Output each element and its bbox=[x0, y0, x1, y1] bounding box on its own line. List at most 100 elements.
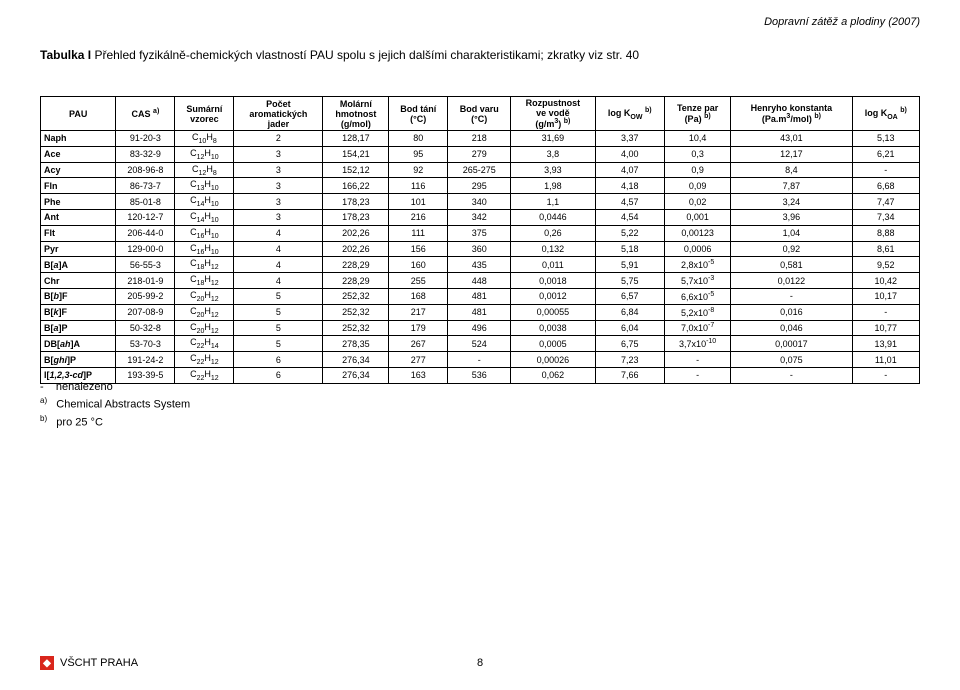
table-cell: 0,0018 bbox=[511, 273, 595, 289]
table-cell: 3,37 bbox=[595, 131, 664, 147]
table-cell: 13,91 bbox=[852, 336, 919, 352]
table-cell: 5,2x10-8 bbox=[665, 304, 731, 320]
table-cell: 3 bbox=[234, 146, 323, 162]
col-vzorec: Sumárnívzorec bbox=[175, 97, 234, 131]
table-cell: 252,32 bbox=[323, 320, 389, 336]
table-cell: 152,12 bbox=[323, 162, 389, 178]
table-cell: 0,011 bbox=[511, 257, 595, 273]
table-cell: 5 bbox=[234, 288, 323, 304]
table-cell: 4,07 bbox=[595, 162, 664, 178]
table-cell: 340 bbox=[448, 194, 511, 210]
footer-label: VŠCHT PRAHA bbox=[60, 657, 138, 669]
table-cell: Ant bbox=[41, 209, 116, 225]
footer-logo-icon: ◆ bbox=[40, 656, 54, 670]
table-cell: 255 bbox=[389, 273, 448, 289]
table-title: Tabulka I Přehled fyzikálně-chemických v… bbox=[40, 48, 920, 64]
header-right-text: Dopravní zátěž a plodiny (2007) bbox=[764, 16, 920, 28]
table-cell: 166,22 bbox=[323, 178, 389, 194]
table-cell: B[ghi]P bbox=[41, 352, 116, 368]
table-cell: 4 bbox=[234, 273, 323, 289]
data-table: PAU CAS a) Sumárnívzorec Početaromatický… bbox=[40, 96, 920, 384]
table-cell: C10H8 bbox=[175, 131, 234, 147]
page-footer: ◆ VŠCHT PRAHA 8 bbox=[40, 656, 920, 670]
table-cell: 202,26 bbox=[323, 241, 389, 257]
table-cell: C16H10 bbox=[175, 241, 234, 257]
table-cell: 8,61 bbox=[852, 241, 919, 257]
table-cell: 3 bbox=[234, 194, 323, 210]
table-cell: C12H10 bbox=[175, 146, 234, 162]
table-cell: 279 bbox=[448, 146, 511, 162]
table-row: Pyr129-00-0C16H104202,261563600,1325,180… bbox=[41, 241, 920, 257]
table-body: Naph91-20-3C10H82128,178021831,693,3710,… bbox=[41, 131, 920, 384]
table-cell: 1,98 bbox=[511, 178, 595, 194]
table-cell: 524 bbox=[448, 336, 511, 352]
table-cell: 4 bbox=[234, 225, 323, 241]
table-cell: - bbox=[731, 288, 852, 304]
table-row: B[a]A56-55-3C18H124228,291604350,0115,91… bbox=[41, 257, 920, 273]
table-cell: 163 bbox=[389, 367, 448, 383]
table-cell: 111 bbox=[389, 225, 448, 241]
table-cell: 252,32 bbox=[323, 304, 389, 320]
table-cell: Flt bbox=[41, 225, 116, 241]
table-cell: 6,6x10-5 bbox=[665, 288, 731, 304]
table-cell: 0,02 bbox=[665, 194, 731, 210]
table-cell: 267 bbox=[389, 336, 448, 352]
table-cell: 91-20-3 bbox=[116, 131, 175, 147]
table-cell: 5,75 bbox=[595, 273, 664, 289]
table-cell: 120-12-7 bbox=[116, 209, 175, 225]
table-cell: 276,34 bbox=[323, 367, 389, 383]
table-cell: 0,0038 bbox=[511, 320, 595, 336]
table-cell: 0,09 bbox=[665, 178, 731, 194]
table-cell: C12H8 bbox=[175, 162, 234, 178]
col-varu: Bod varu(°C) bbox=[448, 97, 511, 131]
table-cell: 191-24-2 bbox=[116, 352, 175, 368]
table-cell: C20H12 bbox=[175, 304, 234, 320]
table-row: B[b]F205-99-2C20H125252,321684810,00126,… bbox=[41, 288, 920, 304]
table-cell: 156 bbox=[389, 241, 448, 257]
table-cell: C20H12 bbox=[175, 320, 234, 336]
table-cell: 10,77 bbox=[852, 320, 919, 336]
table-cell: 207-08-9 bbox=[116, 304, 175, 320]
table-cell: B[b]F bbox=[41, 288, 116, 304]
table-cell: 7,66 bbox=[595, 367, 664, 383]
col-tani: Bod tání(°C) bbox=[389, 97, 448, 131]
table-cell: 228,29 bbox=[323, 273, 389, 289]
table-cell: 7,0x10-7 bbox=[665, 320, 731, 336]
col-tenze: Tenze par(Pa) b) bbox=[665, 97, 731, 131]
table-cell: 92 bbox=[389, 162, 448, 178]
table-cell: Pyr bbox=[41, 241, 116, 257]
table-cell: C13H10 bbox=[175, 178, 234, 194]
table-cell: 7,87 bbox=[731, 178, 852, 194]
table-cell: 101 bbox=[389, 194, 448, 210]
table-cell: 295 bbox=[448, 178, 511, 194]
table-cell: 6 bbox=[234, 352, 323, 368]
table-cell: 4 bbox=[234, 257, 323, 273]
col-rozpustnost: Rozpustnostve vodě(g/m3) b) bbox=[511, 97, 595, 131]
table-cell: 12,17 bbox=[731, 146, 852, 162]
table-cell: 360 bbox=[448, 241, 511, 257]
table-cell: 116 bbox=[389, 178, 448, 194]
table-cell: 10,42 bbox=[852, 273, 919, 289]
title-bold: Tabulka I bbox=[40, 48, 91, 62]
table-cell: 8,88 bbox=[852, 225, 919, 241]
table-cell: 0,0012 bbox=[511, 288, 595, 304]
table-cell: 448 bbox=[448, 273, 511, 289]
table-cell: C18H12 bbox=[175, 257, 234, 273]
table-cell: 0,046 bbox=[731, 320, 852, 336]
table-cell: 85-01-8 bbox=[116, 194, 175, 210]
table-cell: 6,75 bbox=[595, 336, 664, 352]
table-cell: 53-70-3 bbox=[116, 336, 175, 352]
table-cell: 496 bbox=[448, 320, 511, 336]
table-row: Flt206-44-0C16H104202,261113750,265,220,… bbox=[41, 225, 920, 241]
table-cell: 4,57 bbox=[595, 194, 664, 210]
footnote-b: b) pro 25 °C bbox=[40, 413, 190, 431]
table-cell: 4,54 bbox=[595, 209, 664, 225]
table-cell: - bbox=[448, 352, 511, 368]
table-cell: 5,18 bbox=[595, 241, 664, 257]
table-cell: - bbox=[731, 367, 852, 383]
table-cell: 342 bbox=[448, 209, 511, 225]
table-cell: 0,0006 bbox=[665, 241, 731, 257]
table-cell: B[a]P bbox=[41, 320, 116, 336]
table-header: PAU CAS a) Sumárnívzorec Početaromatický… bbox=[41, 97, 920, 131]
table-cell: 1,1 bbox=[511, 194, 595, 210]
